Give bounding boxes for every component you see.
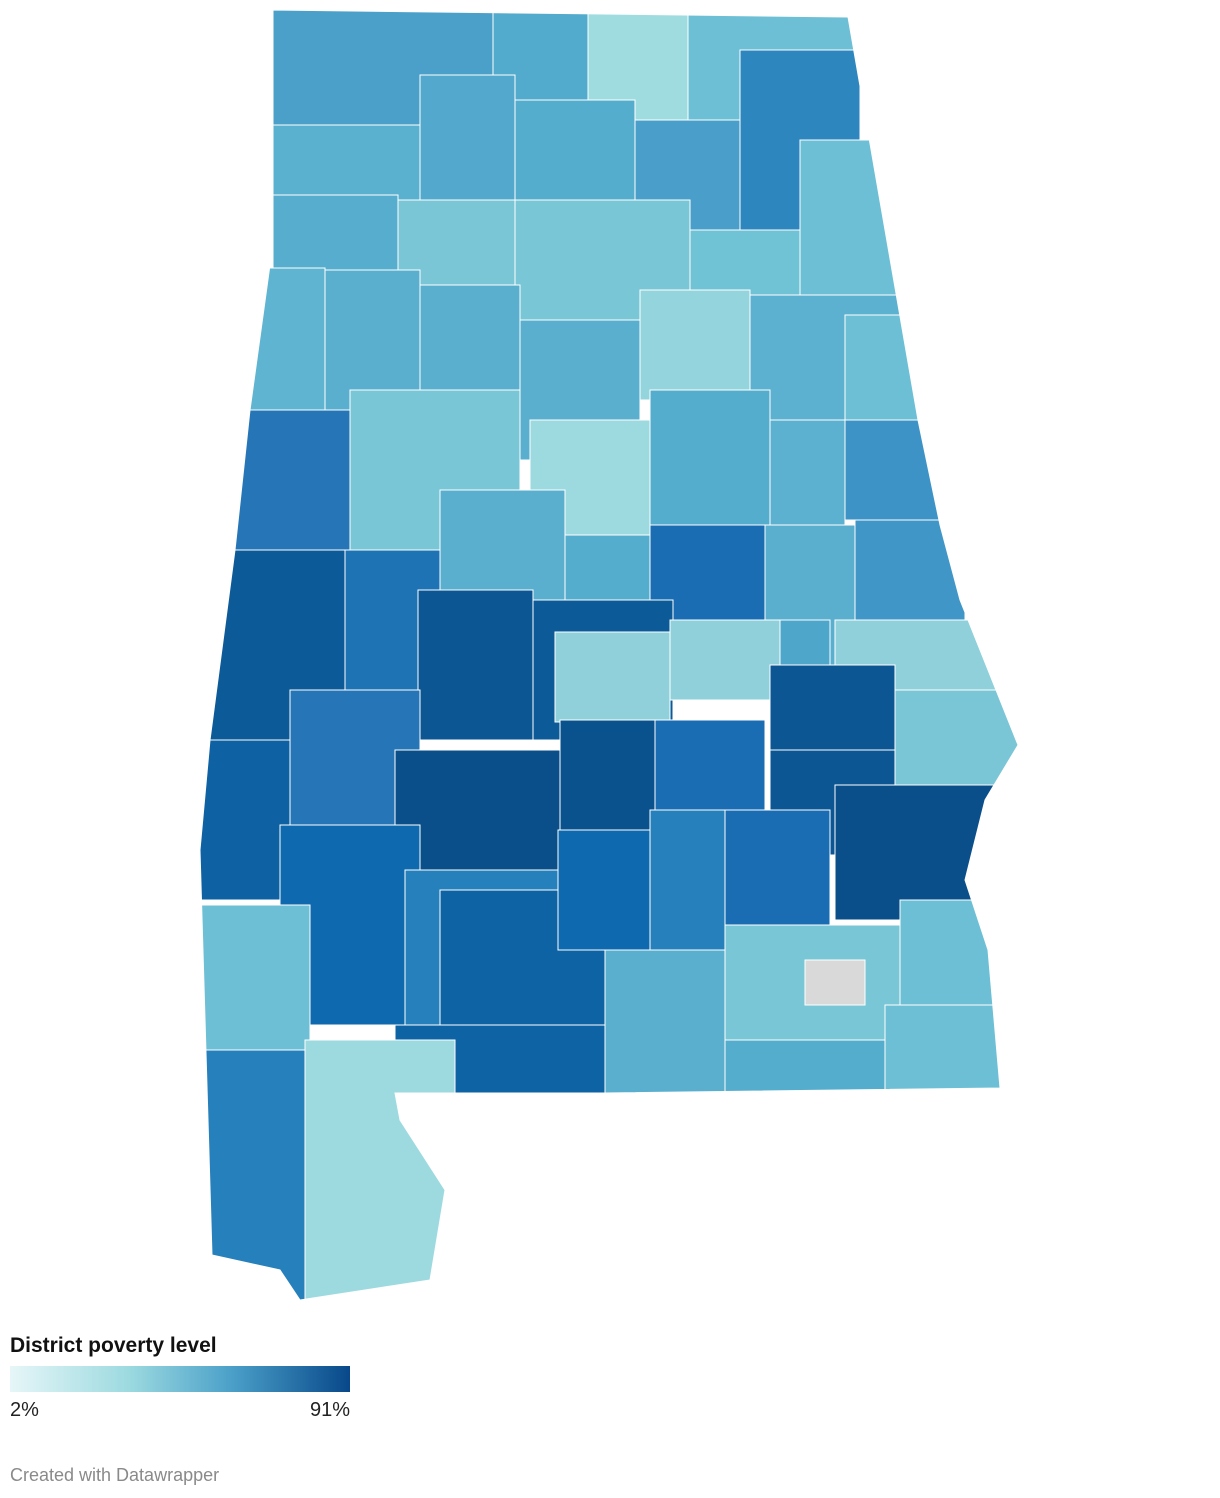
legend-gradient: [10, 1366, 350, 1392]
footer: Created with Datawrapper: [10, 1465, 219, 1485]
legend-min: 2%: [10, 1399, 39, 1421]
districts: [200, 10, 1018, 1300]
legend-title: District poverty level: [10, 1334, 217, 1357]
state-outline: [199, 9, 1019, 1301]
legend-max: 91%: [310, 1399, 350, 1421]
